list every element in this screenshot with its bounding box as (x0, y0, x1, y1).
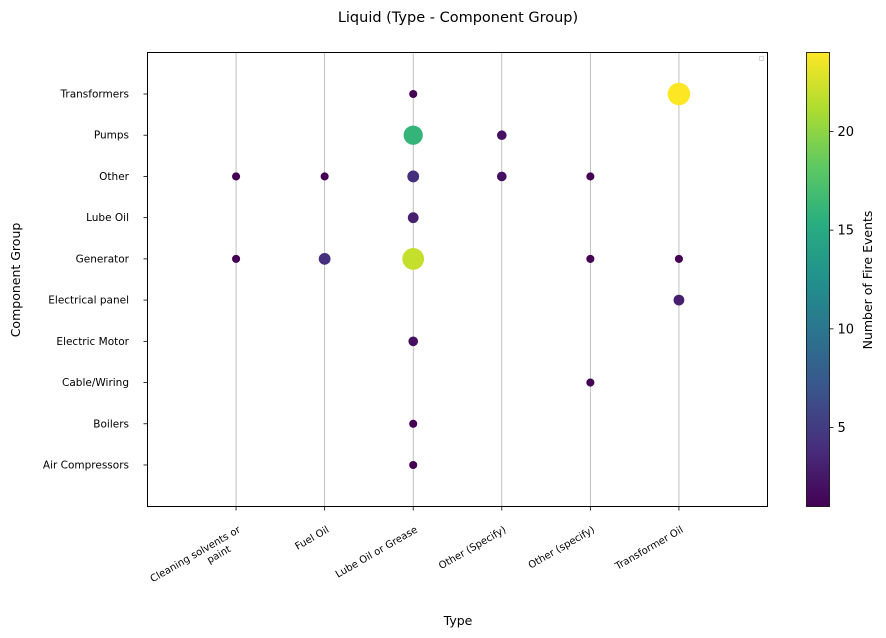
x-tick-label: Other (Specify) (437, 525, 508, 572)
data-point (402, 248, 425, 270)
data-point (496, 171, 507, 182)
y-tick-label: Generator (76, 253, 130, 265)
x-tick-label: Lube Oil or Grease (334, 525, 420, 581)
colorbar-tick-label: 20 (838, 125, 855, 140)
colorbar-label: Number of Fire Events (860, 211, 875, 350)
plot-frame (147, 52, 768, 507)
colorbar-gradient (806, 52, 830, 507)
x-tick-label: Transformer Oil (613, 525, 686, 573)
data-point (407, 170, 420, 183)
data-point (667, 82, 691, 106)
y-tick-label: Boilers (93, 418, 129, 430)
data-point (586, 378, 595, 387)
x-tick-label: Fuel Oil (294, 525, 332, 553)
data-point (318, 252, 331, 265)
data-point (403, 125, 423, 145)
data-point (409, 460, 418, 470)
data-point (586, 172, 595, 181)
data-point (409, 419, 418, 428)
colorbar: 5 10 15 20 Number of Fire Events (806, 52, 875, 507)
y-tick-label: Other (99, 171, 129, 183)
data-point (496, 130, 507, 141)
y-axis-label: Component Group (8, 223, 23, 338)
data-point (409, 89, 418, 99)
chart-title: Liquid (Type - Component Group) (338, 10, 578, 26)
x-tick-label: Cleaning solvents orpaint (149, 524, 250, 595)
x-ticks: Cleaning solvents orpaint Fuel Oil Lube Oi… (149, 506, 686, 595)
data-point (232, 254, 241, 263)
data-point (407, 212, 419, 224)
data-point (674, 254, 683, 263)
y-tick-label: Cable/Wiring (62, 377, 129, 389)
x-tick-label: Other (specify) (527, 525, 597, 572)
y-ticks: Air Compressors Boilers Cable/Wiring Electr… (43, 89, 148, 472)
y-tick-label: Transformers (60, 89, 129, 101)
colorbar-tick-label: 10 (838, 322, 855, 337)
data-points (232, 82, 691, 470)
data-point (232, 172, 241, 181)
plot-border (147, 52, 768, 507)
data-point (586, 254, 595, 263)
data-point (408, 336, 419, 347)
y-tick-label: Electric Motor (56, 336, 129, 348)
y-tick-label: Air Compressors (43, 460, 129, 472)
data-point (320, 172, 329, 181)
y-tick-label: Lube Oil (86, 212, 129, 224)
colorbar-tick-label: 15 (838, 224, 855, 239)
y-tick-label: Electrical panel (48, 295, 129, 307)
data-point (673, 294, 685, 306)
colorbar-tick-label: 5 (838, 421, 846, 436)
legend-box (759, 56, 764, 61)
x-axis-label: Type (443, 613, 473, 628)
y-tick-label: Pumps (94, 130, 129, 142)
colorbar-ticks: 5 10 15 20 (829, 125, 855, 436)
